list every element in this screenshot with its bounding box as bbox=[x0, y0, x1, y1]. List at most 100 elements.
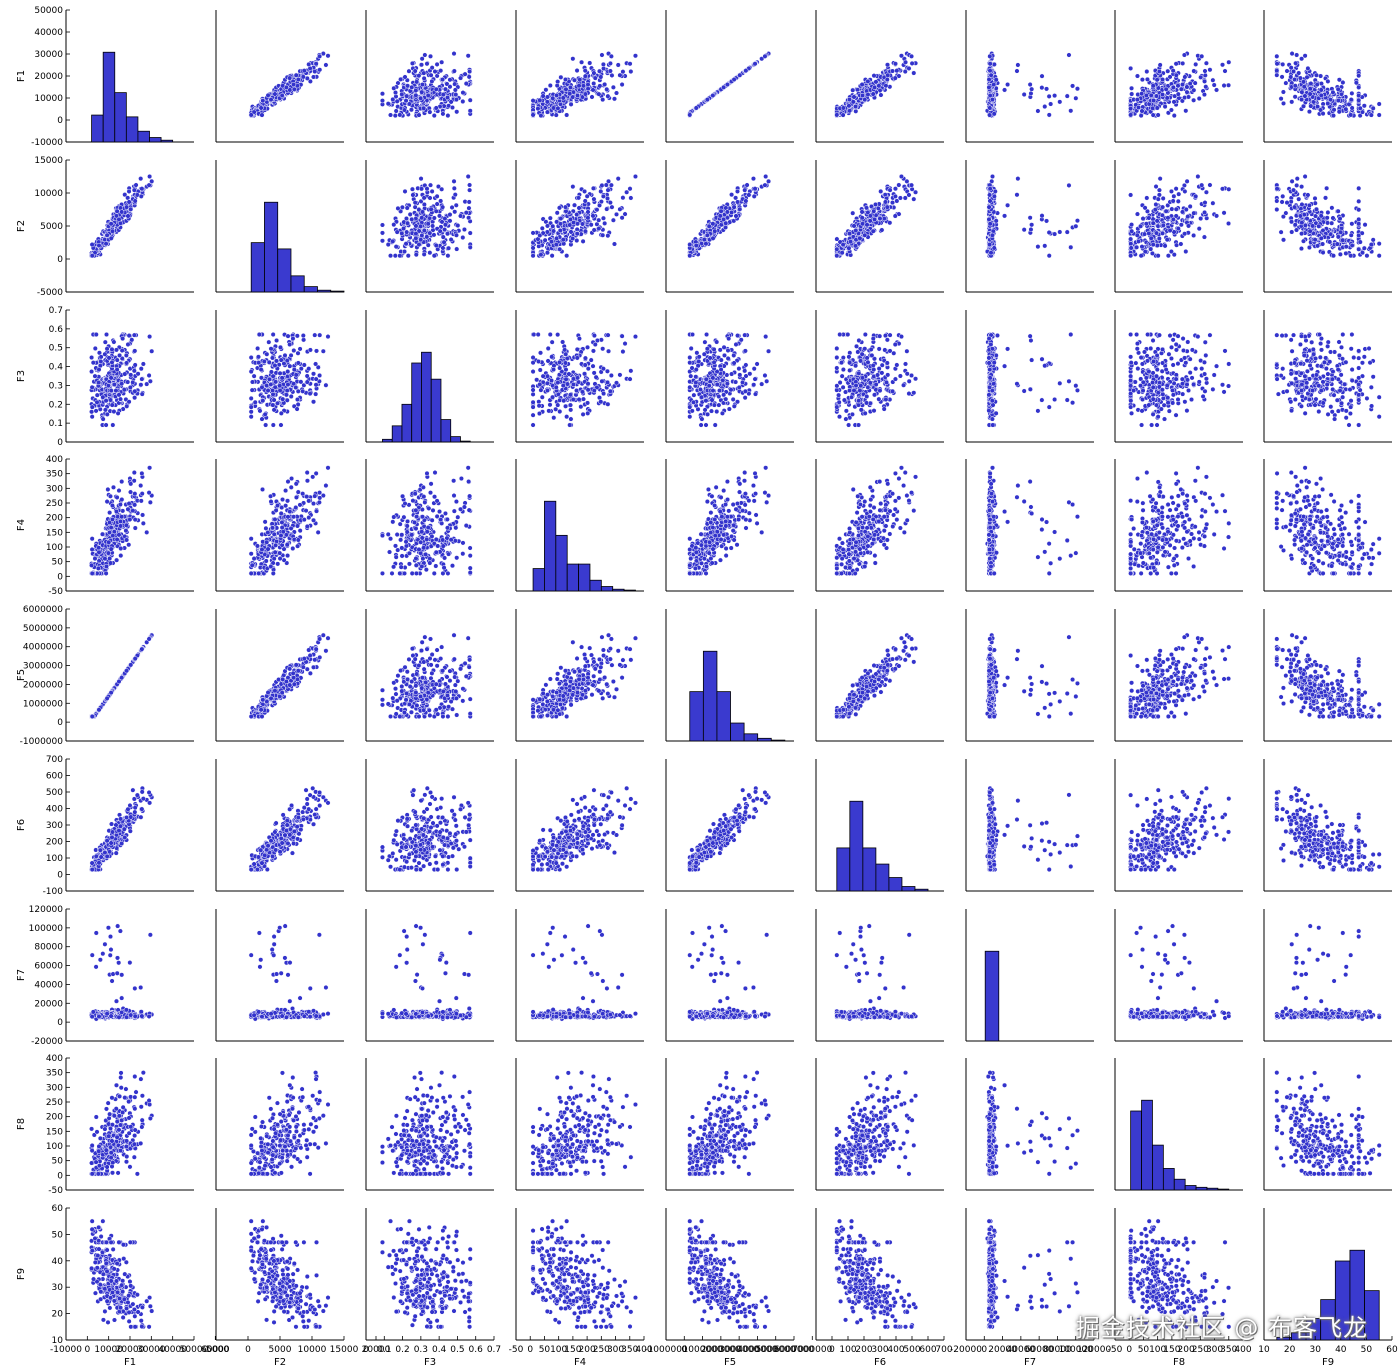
scatter-point bbox=[564, 113, 569, 118]
scatter-point bbox=[763, 54, 768, 59]
scatter-point bbox=[987, 77, 992, 82]
scatter-point bbox=[317, 54, 322, 59]
scatter-point bbox=[895, 199, 900, 204]
scatter-point bbox=[1165, 96, 1170, 101]
scatter-point bbox=[990, 233, 995, 238]
scatter-point bbox=[395, 99, 400, 104]
scatter-point bbox=[1188, 204, 1193, 209]
scatter-point bbox=[314, 61, 319, 66]
histogram-bar bbox=[278, 249, 291, 292]
y-tick-label: -5000 bbox=[37, 288, 63, 298]
scatter-point bbox=[422, 228, 427, 233]
histogram-bar bbox=[264, 202, 277, 292]
scatter-point bbox=[380, 91, 385, 96]
scatter-point bbox=[880, 228, 885, 233]
scatter-point bbox=[871, 209, 876, 214]
scatter-point bbox=[1192, 88, 1197, 93]
scatter-point bbox=[994, 77, 999, 82]
scatter-point bbox=[403, 75, 408, 80]
scatter-point bbox=[467, 200, 472, 205]
scatter-point bbox=[1185, 85, 1190, 90]
scatter-point bbox=[1303, 174, 1308, 179]
scatter-point bbox=[1212, 83, 1217, 88]
panel-F3-vs-F1: 00.10.20.30.40.50.60.7F3 bbox=[16, 306, 194, 448]
scatter-point bbox=[420, 210, 425, 215]
scatter-point bbox=[1350, 221, 1355, 226]
scatter-point bbox=[1193, 62, 1198, 67]
scatter-point bbox=[105, 233, 110, 238]
scatter-point bbox=[591, 81, 596, 86]
scatter-point bbox=[1155, 243, 1160, 248]
scatter-point bbox=[1156, 253, 1161, 258]
scatter-point bbox=[860, 215, 865, 220]
scatter-point bbox=[1153, 207, 1158, 212]
panel-F1-vs-F8 bbox=[1115, 10, 1243, 142]
scatter-point bbox=[1331, 253, 1336, 258]
scatter-point bbox=[744, 199, 749, 204]
scatter-point bbox=[1158, 176, 1163, 181]
scatter-point bbox=[556, 106, 561, 111]
scatter-point bbox=[418, 224, 423, 229]
scatter-point bbox=[554, 93, 559, 98]
scatter-point bbox=[611, 218, 616, 223]
scatter-point bbox=[1144, 196, 1149, 201]
scatter-point bbox=[987, 205, 992, 210]
scatter-point bbox=[1005, 82, 1010, 87]
scatter-point bbox=[103, 340, 108, 345]
scatter-point bbox=[1356, 85, 1361, 90]
scatter-point bbox=[1211, 78, 1216, 83]
scatter-point bbox=[280, 93, 285, 98]
scatter-point bbox=[595, 207, 600, 212]
scatter-point bbox=[610, 205, 615, 210]
scatter-point bbox=[1171, 217, 1176, 222]
scatter-point bbox=[433, 69, 438, 74]
scatter-point bbox=[1204, 190, 1209, 195]
scatter-point bbox=[417, 73, 422, 78]
scatter-point bbox=[1074, 224, 1079, 229]
panel-F2-vs-F9 bbox=[1264, 160, 1392, 292]
scatter-point bbox=[568, 85, 573, 90]
scatter-point bbox=[989, 250, 994, 255]
panel-F2-vs-F4 bbox=[516, 160, 644, 292]
scatter-point bbox=[1068, 245, 1073, 250]
scatter-point bbox=[1300, 202, 1305, 207]
scatter-point bbox=[292, 87, 297, 92]
scatter-point bbox=[1331, 113, 1336, 118]
scatter-point bbox=[1151, 221, 1156, 226]
scatter-point bbox=[390, 97, 395, 102]
scatter-point bbox=[1338, 216, 1343, 221]
scatter-point bbox=[550, 253, 555, 258]
scatter-point bbox=[1226, 221, 1231, 226]
scatter-point bbox=[531, 98, 536, 103]
scatter-point bbox=[1296, 71, 1301, 76]
scatter-point bbox=[435, 194, 440, 199]
scatter-point bbox=[893, 214, 898, 219]
scatter-point bbox=[872, 217, 877, 222]
scatter-point bbox=[1324, 186, 1329, 191]
scatter-point bbox=[597, 92, 602, 97]
scatter-point bbox=[312, 69, 317, 74]
scatter-point bbox=[1349, 233, 1354, 238]
scatter-point bbox=[579, 60, 584, 65]
scatter-point bbox=[704, 241, 709, 246]
scatter-point bbox=[1344, 107, 1349, 112]
scatter-point bbox=[1284, 81, 1289, 86]
scatter-point bbox=[1308, 104, 1313, 109]
scatter-point bbox=[1138, 224, 1143, 229]
scatter-point bbox=[848, 239, 853, 244]
scatter-point bbox=[1202, 92, 1207, 97]
scatter-point bbox=[860, 210, 865, 215]
scatter-point bbox=[442, 240, 447, 245]
scatter-point bbox=[1047, 230, 1052, 235]
scatter-point bbox=[393, 253, 398, 258]
scatter-point bbox=[988, 68, 993, 73]
scatter-point bbox=[1154, 94, 1159, 99]
histogram-bar bbox=[331, 291, 344, 292]
scatter-point bbox=[467, 206, 472, 211]
scatter-point bbox=[468, 98, 473, 103]
scatter-point bbox=[119, 210, 124, 215]
scatter-point bbox=[437, 214, 442, 219]
scatter-point bbox=[1156, 197, 1161, 202]
scatter-point bbox=[440, 77, 445, 82]
scatter-point bbox=[391, 86, 396, 91]
